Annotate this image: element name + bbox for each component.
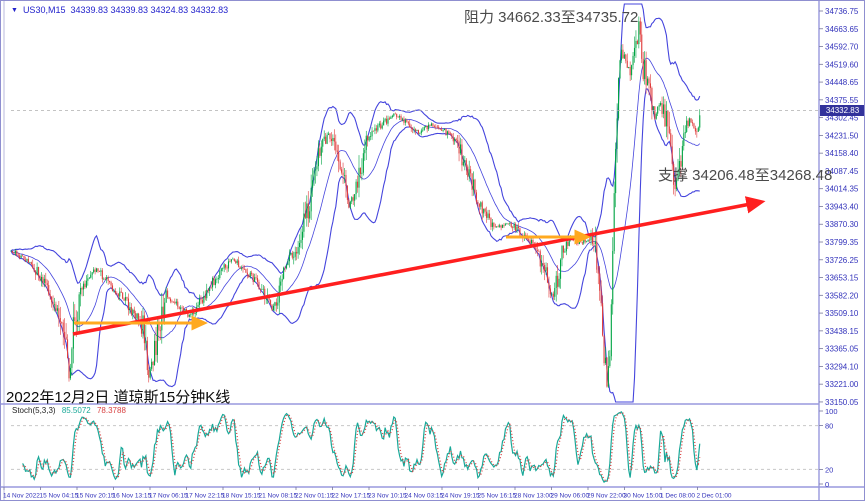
chart-title: ▼ US30,M15 34339.83 34339.83 34324.83 34… (11, 5, 228, 15)
stochastic-name: Stoch(5,3,3) (12, 406, 56, 415)
time-axis-label: 29 Nov 06:00 (551, 493, 590, 500)
price-axis-label: 33150.05 (825, 398, 859, 407)
time-axis-label: 24 Nov 19:15 (441, 493, 480, 500)
price-axis-label: 33870.30 (825, 220, 859, 229)
symbol-period-label: US30,M15 (22, 5, 66, 15)
price-axis-label: 34231.50 (825, 131, 859, 140)
price-axis-label: 34448.65 (825, 78, 859, 87)
time-axis-label: 1 Dec 08:00 (660, 493, 695, 500)
ohlc-values: 34339.83 34339.83 34324.83 34332.83 (70, 5, 229, 15)
price-axis-label: 33582.20 (825, 291, 859, 300)
resistance-annotation[interactable]: 阻力 34662.33至34735.72 (464, 9, 639, 26)
time-axis-label: 24 Nov 03:15 (405, 493, 444, 500)
price-axis-label: 34158.40 (825, 149, 859, 158)
current-price-badge: 34332.83 (820, 105, 864, 116)
stochastic-lines (22, 411, 701, 483)
time-axis-label: 15 Nov 04:15 (40, 493, 79, 500)
price-axis-label: 33799.35 (825, 238, 859, 247)
time-axis-label: 29 Nov 22:00 (587, 493, 626, 500)
price-axis-label: 33438.15 (825, 327, 859, 336)
time-axis-label: 30 Nov 15:00 (624, 493, 663, 500)
price-axis-label: 34087.45 (825, 167, 859, 176)
drawn-objects[interactable] (72, 196, 766, 336)
time-axis-label: 17 Nov 06:15 (149, 493, 188, 500)
price-axis-label: 34592.70 (825, 43, 859, 52)
time-axis-label: 16 Nov 13:15 (113, 493, 152, 500)
price-axis-label: 34519.60 (825, 60, 859, 69)
time-axis-label: 21 Nov 08:15 (259, 493, 298, 500)
price-axis-label: 33726.25 (825, 256, 859, 265)
time-axis-label: 18 Nov 15:15 (222, 493, 261, 500)
time-axis-label: 17 Nov 22:15 (186, 493, 225, 500)
price-axis-label: 34375.55 (825, 96, 859, 105)
price-axis-label: 33294.10 (825, 362, 859, 371)
time-axis-label: 15 Nov 20:15 (76, 493, 115, 500)
time-axis-label: 22 Nov 17:15 (332, 493, 371, 500)
support-annotation[interactable]: 支撑 34206.48至34268.48 (658, 167, 833, 184)
stoch-main-line (22, 411, 701, 483)
stoch-axis-label: 80 (825, 422, 833, 431)
stoch-axis-label: 0 (825, 480, 829, 489)
stochastic-main-value: 85.5072 (61, 406, 91, 415)
trend-arrow[interactable] (72, 196, 766, 336)
stochastic-grid: 100 80 20 0 (11, 407, 838, 489)
date-caption-annotation[interactable]: 2022年12月2日 道琼斯15分钟K线 (6, 389, 231, 406)
candlestick-series (10, 16, 701, 388)
price-axis-label: 34302.45 (825, 114, 859, 123)
stoch-axis-label: 100 (825, 407, 838, 416)
stoch-axis-label: 20 (825, 465, 833, 474)
time-axis-label: 28 Nov 13:00 (514, 493, 553, 500)
bollinger-bands (10, 3, 701, 403)
price-axis-label: 34736.75 (825, 7, 859, 16)
price-axis-label: 33509.10 (825, 309, 859, 318)
time-axis-label: 14 Nov 2022 (3, 493, 40, 500)
stoch-signal-line (22, 411, 701, 483)
time-axis-label: 23 Nov 10:15 (368, 493, 407, 500)
chevron-down-icon[interactable]: ▼ (11, 6, 18, 14)
price-axis-label: 33365.05 (825, 345, 859, 354)
time-axis-label: 2 Dec 01:00 (697, 493, 732, 500)
price-axis[interactable]: 34736.75 34663.65 34592.70 34519.60 34448.65… (819, 7, 859, 407)
time-axis-label: 25 Nov 16:15 (478, 493, 517, 500)
stochastic-label: Stoch(5,3,3) 85.5072 78.3788 (12, 406, 126, 415)
price-axis-label: 34663.65 (825, 25, 859, 34)
price-axis-label: 33943.40 (825, 202, 859, 211)
price-axis-label: 33221.00 (825, 380, 859, 389)
time-axis-label: 22 Nov 01:15 (295, 493, 334, 500)
price-axis-label: 33653.15 (825, 274, 859, 283)
stochastic-signal-value: 78.3788 (96, 406, 126, 415)
price-axis-label: 34014.35 (825, 185, 859, 194)
